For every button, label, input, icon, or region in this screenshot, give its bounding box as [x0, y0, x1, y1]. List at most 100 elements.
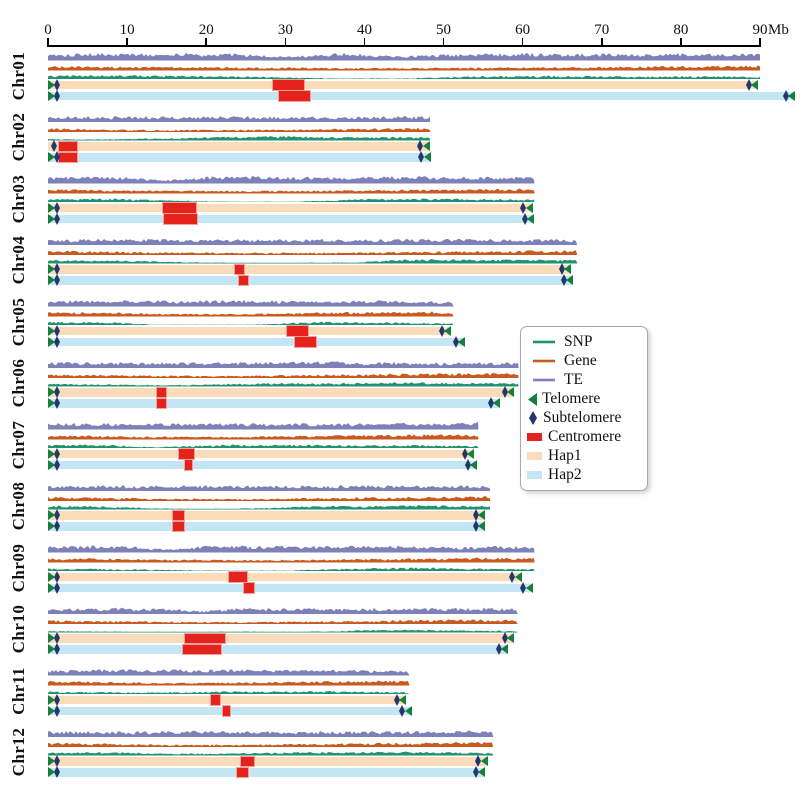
subtelomere-icon	[472, 766, 479, 779]
subtelomere-icon	[782, 89, 789, 102]
gene-track	[48, 741, 494, 747]
subtelomere-icon	[53, 397, 60, 410]
snp-track	[48, 136, 431, 141]
subtelomere-icon	[461, 447, 468, 460]
legend-label-hap1: Hap1	[548, 447, 582, 464]
centromere-marker	[286, 325, 310, 337]
centromere-marker	[243, 582, 256, 594]
centromere-marker	[236, 766, 249, 778]
subtelomere-icon	[472, 509, 479, 522]
subtelomere-icon	[418, 151, 425, 164]
axis-tick-label: 40	[356, 22, 372, 39]
subtelomere-icon	[53, 324, 60, 337]
centromere-marker	[294, 336, 317, 348]
gene-track	[48, 188, 535, 194]
subtelomere-icon	[475, 755, 482, 768]
axis-tick-label: 50	[436, 22, 452, 39]
te-track	[48, 238, 578, 245]
telomere-icon	[507, 387, 515, 398]
telomere-icon	[47, 213, 55, 224]
axis-tick-label: 30	[277, 22, 293, 39]
chr-label: Chr10	[9, 604, 28, 654]
telomere-icon	[501, 644, 509, 655]
telomere-icon	[47, 521, 55, 532]
telomere-icon	[480, 756, 488, 767]
telomere-icon	[47, 90, 55, 101]
hap2-swatch	[527, 471, 542, 479]
gene-track	[48, 618, 518, 624]
te-track	[48, 607, 518, 614]
subtelomere-icon	[53, 570, 60, 583]
subtelomere-icon	[501, 632, 508, 645]
subtelomere-icon	[464, 458, 471, 471]
hap2-bar	[48, 91, 795, 100]
centromere-marker	[162, 213, 199, 225]
axis-line	[47, 45, 761, 47]
axis-tick	[680, 38, 682, 46]
hap2-bar	[48, 460, 477, 469]
hap1-swatch	[527, 452, 542, 460]
snp-track	[48, 690, 410, 694]
hap1-bar	[48, 634, 514, 643]
telomere-icon	[788, 90, 796, 101]
legend-item-centromere: Centromere	[521, 429, 647, 445]
snp-track	[48, 443, 479, 448]
centromere-marker	[228, 571, 249, 583]
telomere-icon	[47, 202, 55, 213]
te-track	[48, 421, 479, 430]
telomere-icon	[514, 571, 522, 582]
subtelomere-icon	[53, 212, 60, 225]
gene-track	[48, 680, 410, 686]
chr-label: Chr12	[9, 727, 28, 777]
legend-item-subtelomere: Subtelomere	[521, 410, 647, 426]
subtelomere-icon	[495, 643, 502, 656]
subtelomere-icon	[520, 581, 527, 594]
hap1-bar	[48, 757, 488, 766]
subtelomere-icon	[452, 335, 459, 348]
telomere-icon	[47, 694, 55, 705]
centromere-swatch	[527, 433, 542, 441]
chr-label: Chr04	[9, 235, 28, 285]
legend-item-te: TE	[521, 372, 647, 388]
snp-track	[48, 629, 518, 633]
subtelomere-icon	[53, 509, 60, 522]
centromere-marker	[222, 705, 231, 717]
telomere-icon	[47, 459, 55, 470]
centromere-marker	[155, 397, 168, 409]
axis-tick	[363, 38, 366, 46]
telomere-icon	[47, 448, 55, 459]
telomere-icon	[422, 141, 430, 152]
chr-label: Chr05	[9, 297, 28, 346]
centromere-marker	[177, 448, 196, 460]
hap1-bar	[48, 326, 451, 335]
telomere-icon	[47, 705, 55, 716]
subtelomere-icon	[487, 397, 494, 410]
centromere-marker	[237, 274, 249, 286]
subtelomere-icon	[53, 151, 60, 164]
hap2-bar	[48, 399, 500, 408]
legend-item-hap1: Hap1	[521, 448, 647, 464]
axis-tick-label: 0	[44, 22, 52, 39]
telomere-icon	[458, 336, 466, 347]
chr-label: Chr02	[9, 112, 28, 162]
centromere-marker	[155, 386, 168, 398]
hap2-bar	[48, 522, 485, 531]
subtelomere-icon	[53, 458, 60, 471]
axis-tick	[601, 38, 603, 46]
subtelomere-icon	[53, 643, 60, 656]
telomere-icon	[47, 582, 55, 593]
gene-line-icon	[533, 359, 555, 363]
subtelomere-icon	[53, 78, 60, 91]
subtelomere-icon	[53, 704, 60, 717]
centromere-marker	[58, 140, 79, 152]
subtelomere-icon	[399, 704, 406, 717]
snp-track	[48, 259, 578, 264]
te-track	[48, 669, 410, 676]
centromere-marker	[184, 632, 226, 644]
subtelomere-icon	[53, 89, 60, 102]
hap1-bar	[48, 142, 430, 151]
subtelomere-icon	[558, 263, 565, 276]
subtelomere-icon	[53, 335, 60, 348]
subtelomere-icon	[501, 386, 508, 399]
